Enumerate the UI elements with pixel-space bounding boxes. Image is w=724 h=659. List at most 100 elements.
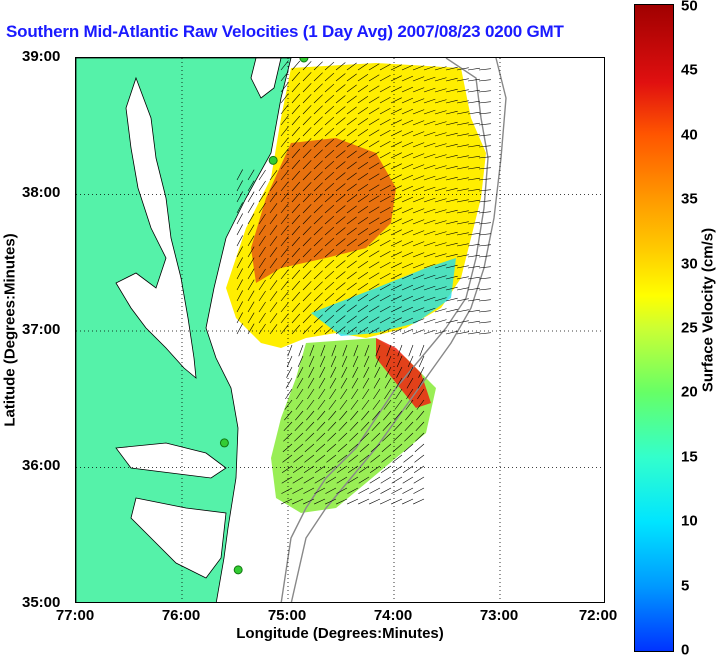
colorbar-tick: 20 — [681, 383, 698, 401]
velocity-vector — [247, 246, 255, 258]
velocity-vector — [401, 174, 414, 181]
velocity-vector — [357, 118, 369, 126]
velocity-vector — [478, 211, 491, 214]
velocity-vector — [434, 143, 447, 148]
radar-station-marker[interactable] — [299, 58, 309, 63]
velocity-vector — [236, 169, 243, 181]
velocity-vector — [456, 67, 469, 71]
velocity-vector — [303, 487, 315, 494]
velocity-vector — [293, 454, 304, 463]
velocity-vector — [280, 126, 289, 137]
velocity-vector — [412, 186, 425, 192]
velocity-vector — [324, 105, 335, 115]
velocity-vector — [401, 251, 414, 258]
velocity-vector — [412, 307, 425, 313]
velocity-vector — [363, 355, 370, 368]
velocity-vector — [335, 238, 346, 247]
velocity-vector — [414, 454, 425, 463]
colorbar — [634, 4, 674, 652]
albemarle-sound — [115, 442, 227, 479]
velocity-vector — [308, 366, 315, 378]
velocity-vector — [346, 249, 357, 258]
velocity-vector — [445, 253, 458, 258]
velocity-vector — [478, 255, 491, 258]
velocity-vector — [331, 344, 337, 357]
map-panel[interactable] — [75, 57, 605, 603]
velocity-field-slow — [311, 258, 456, 336]
velocity-vector — [336, 476, 348, 484]
velocity-vector — [371, 421, 381, 431]
velocity-vector — [478, 134, 491, 137]
velocity-vector — [346, 304, 357, 313]
velocity-vector — [313, 116, 323, 126]
velocity-vector — [401, 262, 414, 269]
velocity-vector — [467, 111, 480, 115]
velocity-vector — [335, 73, 346, 82]
velocity-vector — [412, 197, 425, 203]
velocity-vector — [423, 186, 436, 192]
velocity-vector — [313, 226, 323, 236]
velocity-vector — [302, 314, 312, 324]
velocity-vector — [291, 269, 301, 280]
velocity-vector — [357, 63, 369, 71]
velocity-vector — [390, 64, 402, 71]
velocity-vector — [358, 476, 370, 484]
x-tick: 75:00 — [267, 607, 307, 624]
velocity-vector — [314, 487, 326, 494]
velocity-vector — [236, 191, 243, 203]
velocity-vector — [456, 298, 469, 302]
velocity-vector — [390, 207, 402, 214]
velocity-vector — [401, 284, 414, 291]
radar-station-marker[interactable] — [219, 438, 229, 448]
velocity-vector — [390, 163, 402, 170]
velocity-vector — [357, 74, 369, 82]
velocity-vector — [412, 87, 425, 93]
velocity-vector — [324, 83, 335, 93]
velocity-vector — [402, 465, 414, 474]
velocity-vector — [478, 310, 491, 313]
y-tick: 38:00 — [22, 184, 61, 201]
velocity-vector — [372, 399, 381, 410]
velocity-vector — [307, 388, 315, 400]
velocity-vector — [305, 432, 315, 442]
velocity-vector — [401, 240, 414, 247]
velocity-vector — [359, 443, 370, 453]
velocity-vector — [357, 217, 369, 225]
velocity-vector — [236, 213, 243, 225]
velocity-vector — [325, 465, 337, 474]
velocity-vector — [247, 257, 255, 269]
velocity-vector — [379, 294, 391, 302]
colorbar-tick: 30 — [681, 255, 698, 273]
velocity-vector — [395, 377, 403, 389]
velocity-vector — [329, 377, 337, 389]
velocity-vector — [342, 344, 348, 357]
velocity-vector — [467, 144, 480, 148]
velocity-vector — [412, 263, 425, 269]
velocity-vector — [269, 203, 278, 214]
velocity-vector — [247, 224, 255, 236]
velocity-vector — [412, 252, 425, 258]
radar-station-marker[interactable] — [268, 155, 278, 165]
velocity-vector — [423, 120, 436, 126]
velocity-vector — [401, 108, 414, 115]
velocity-vector — [349, 432, 359, 442]
velocity-vector — [324, 127, 335, 137]
velocity-vector — [308, 355, 315, 368]
velocity-vector — [335, 139, 346, 148]
velocity-vector — [456, 243, 469, 247]
velocity-vector — [287, 344, 293, 357]
velocity-vector — [423, 318, 436, 324]
velocity-vector — [348, 443, 359, 453]
velocity-vector — [401, 229, 414, 236]
velocity-vector — [324, 160, 335, 170]
velocity-vector — [346, 106, 357, 115]
velocity-vector — [340, 377, 348, 389]
velocity-vector — [302, 116, 312, 126]
radar-station-marker[interactable] — [233, 565, 243, 575]
velocity-vector — [282, 454, 293, 463]
velocity-vector — [313, 171, 323, 181]
velocity-vector — [374, 355, 381, 368]
velocity-vector — [445, 121, 458, 126]
velocity-vector — [456, 100, 469, 104]
velocity-vector — [337, 454, 348, 463]
